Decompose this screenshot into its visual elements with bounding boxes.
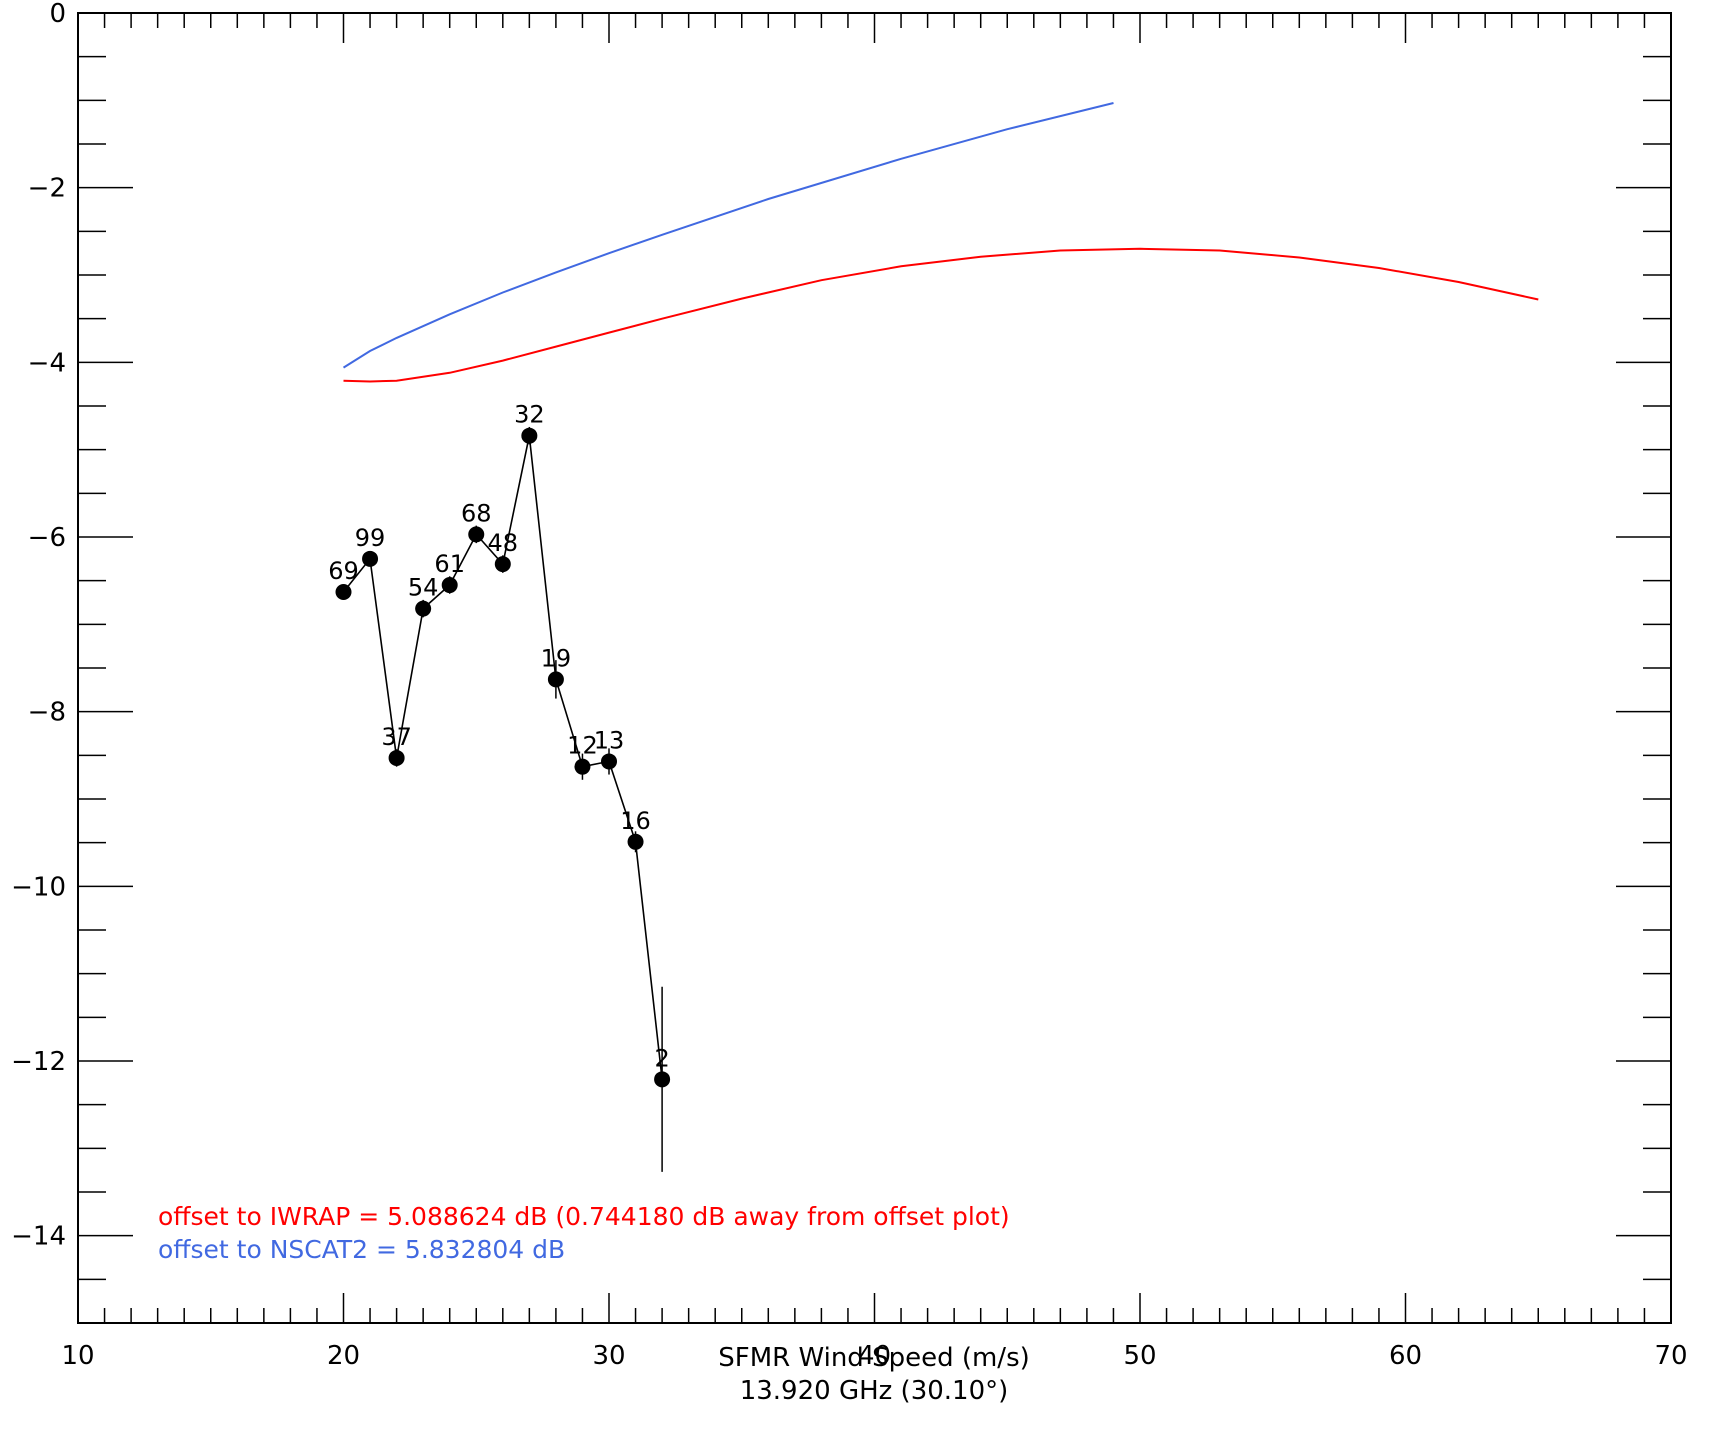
point-count-label: 69 (328, 557, 359, 585)
data-point (441, 577, 458, 594)
x-tick-label: 50 (1123, 1341, 1156, 1371)
y-tick-label: 0 (49, 0, 66, 29)
annotation-iwrap: offset to IWRAP = 5.088624 dB (0.744180 … (158, 1202, 1010, 1231)
point-count-label: 48 (488, 529, 519, 557)
point-count-label: 37 (381, 723, 412, 751)
y-tick-label: −14 (11, 1222, 66, 1252)
y-tick-label: −12 (11, 1047, 66, 1077)
nscat2-curve (342, 102, 1114, 369)
model-curves (342, 102, 1539, 383)
data-point (415, 600, 432, 617)
x-axis-subtitle: 13.920 GHz (30.10°) (740, 1376, 1009, 1406)
data-point (335, 584, 352, 601)
y-tick-label: −10 (11, 872, 66, 902)
data-point (574, 758, 591, 775)
x-tick-label: 20 (327, 1341, 360, 1371)
data-point (627, 833, 644, 850)
point-count-label: 19 (541, 644, 572, 672)
point-count-label: 12 (567, 732, 598, 760)
x-axis-title: SFMR Wind Speed (m/s) (718, 1343, 1030, 1373)
y-tick-label: −4 (28, 348, 66, 378)
data-point (468, 526, 485, 543)
data-point (362, 550, 379, 567)
data-point (388, 749, 405, 766)
point-count-label: 61 (434, 550, 465, 578)
point-count-label: 13 (594, 726, 625, 754)
data-point (654, 1071, 671, 1088)
y-tick-label: −8 (28, 698, 66, 728)
x-tick-label: 30 (592, 1341, 625, 1371)
data-point (601, 753, 617, 770)
annotation-nscat2: offset to NSCAT2 = 5.832804 dB (158, 1235, 565, 1264)
y-tick-label: −6 (28, 523, 66, 553)
x-tick-label: 60 (1389, 1341, 1422, 1371)
data-point (547, 671, 564, 688)
point-count-label: 32 (514, 401, 545, 429)
x-tick-label: 40 (858, 1341, 891, 1371)
y-tick-label: −2 (28, 174, 66, 204)
point-count-label: 16 (620, 807, 651, 835)
x-tick-label: 70 (1654, 1341, 1687, 1371)
point-count-label: 2 (654, 1044, 669, 1072)
data-point (494, 556, 511, 573)
point-count-label: 99 (355, 524, 386, 552)
point-count-label: 68 (461, 499, 492, 527)
iwrap-curve (343, 247, 1539, 383)
data-point (521, 427, 538, 444)
axis-ticks: 10 20 30 40 50 60 70 0 −2 −4 −6 −8 −10 −12 −14 (11, 0, 1687, 1371)
x-tick-label: 10 (61, 1341, 94, 1371)
plot-frame (77, 12, 1672, 1324)
point-count-label: 54 (408, 574, 439, 602)
